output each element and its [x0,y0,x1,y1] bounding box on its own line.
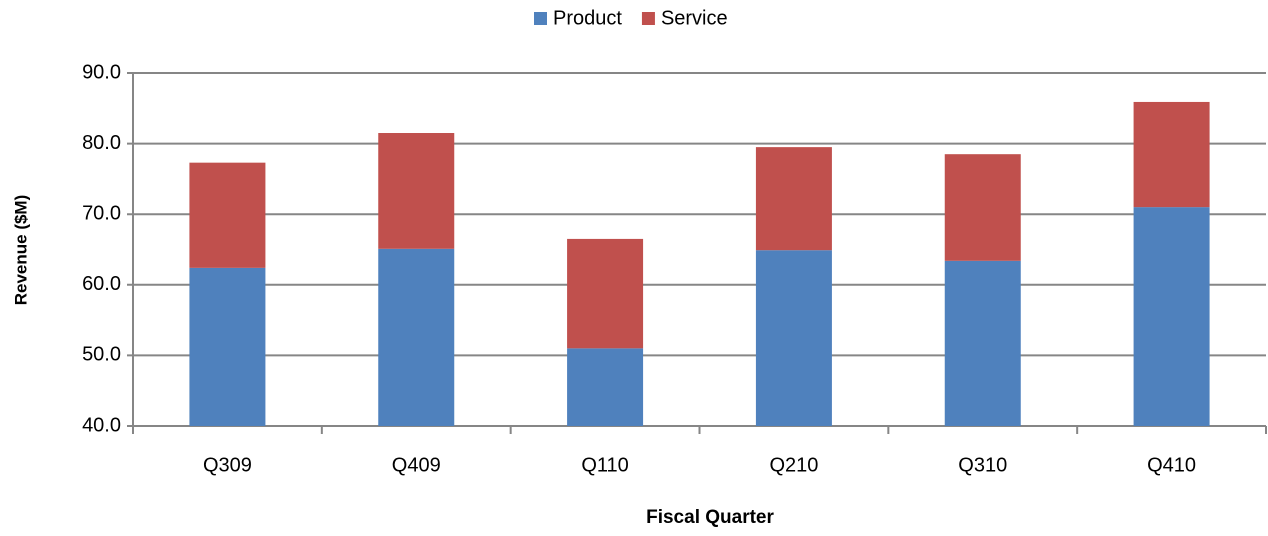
x-tick-label: Q210 [769,454,818,476]
y-tick-label: 60.0 [82,273,121,295]
x-tick-label: Q110 [581,454,628,476]
bar-segment [944,154,1021,261]
bar-segment [755,147,832,251]
bar-segment [567,348,644,426]
bar-segment [1133,207,1210,426]
x-tick-label: Q410 [1147,454,1196,476]
legend-label: Product [553,7,622,29]
bar-segment [1133,101,1210,208]
x-tick-label: Q409 [392,454,441,476]
legend-swatch [641,12,655,25]
bar-segment [189,267,266,426]
bar-segment [378,248,455,426]
y-tick-label: 90.0 [82,61,121,83]
legend-label: Service [661,7,728,29]
x-tick-label: Q309 [203,454,252,476]
bar-segment [944,260,1021,426]
x-axis-title: Fiscal Quarter [646,507,774,528]
bar-segment [755,250,832,426]
y-tick-label: 40.0 [82,414,121,436]
y-tick-label: 50.0 [82,344,121,366]
y-axis-title: Revenue ($M) [11,195,30,306]
y-tick-label: 70.0 [82,202,121,224]
legend-swatch [534,12,547,25]
x-tick-label: Q310 [958,454,1007,476]
y-tick-label: 80.0 [82,132,121,154]
bar-segment [189,162,266,268]
bar-segment [378,133,455,249]
bar-segment [567,238,644,349]
